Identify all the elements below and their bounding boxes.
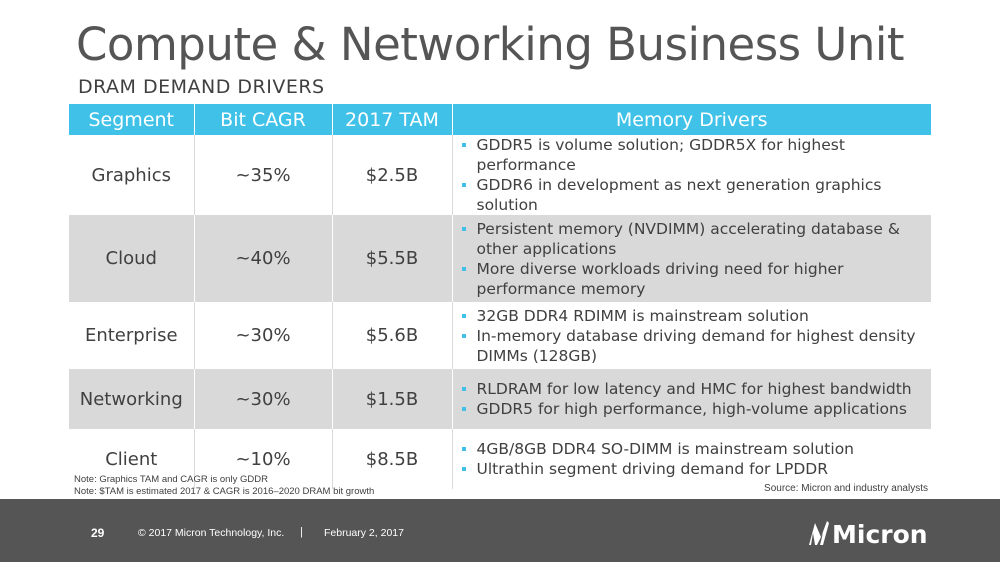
cagr-cell: ~30%	[193, 369, 332, 429]
tam-cell: $8.5B	[331, 429, 452, 489]
table-header-row: Segment Bit CAGR 2017 TAM Memory Drivers	[69, 104, 931, 135]
footer-bar: 29 © 2017 Micron Technology, Inc. | Febr…	[0, 499, 1000, 562]
bullet-icon	[461, 226, 466, 231]
cagr-cell: ~30%	[193, 302, 332, 369]
footnote-tam: Note: $TAM is estimated 2017 & CAGR is 2…	[74, 486, 375, 497]
segment-cell: Networking	[69, 369, 194, 429]
footnote-graphics: Note: Graphics TAM and CAGR is only GDDR	[74, 474, 268, 485]
table-row: Enterprise ~30% $5.6B 32GB DDR4 RDIMM is…	[69, 302, 931, 369]
bullet-icon	[461, 143, 466, 147]
bullet-icon	[461, 387, 466, 391]
svg-text:Micron: Micron	[832, 520, 928, 549]
bullet-icon	[461, 313, 466, 318]
bullet-icon	[461, 467, 466, 471]
header-segment: Segment	[69, 104, 194, 135]
driver-item: GDDR5 is volume solution; GDDR5X for hig…	[461, 135, 932, 175]
cagr-cell: ~10%	[193, 429, 332, 489]
bullet-icon	[461, 407, 466, 411]
tam-cell: $5.5B	[331, 215, 452, 302]
driver-item: GDDR5 for high performance, high-volume …	[461, 399, 932, 419]
page-subtitle: DRAM DEMAND DRIVERS	[78, 76, 325, 98]
drivers-cell: 4GB/8GB DDR4 SO-DIMM is mainstream solut…	[451, 429, 932, 489]
table-row: Client ~10% $8.5B 4GB/8GB DDR4 SO-DIMM i…	[69, 429, 931, 489]
segment-cell: Enterprise	[69, 302, 194, 369]
header-bit-cagr: Bit CAGR	[193, 104, 332, 135]
driver-item: GDDR6 in development as next generation …	[461, 175, 932, 215]
table-row: Networking ~30% $1.5B RLDRAM for low lat…	[69, 369, 931, 429]
footer-separator: |	[300, 526, 303, 538]
copyright-text: © 2017 Micron Technology, Inc.	[138, 527, 285, 539]
bullet-icon	[461, 183, 466, 187]
segment-cell: Graphics	[69, 135, 194, 215]
header-memory-drivers: Memory Drivers	[451, 104, 931, 135]
drivers-cell: Persistent memory (NVDIMM) accelerating …	[451, 215, 932, 302]
tam-cell: $5.6B	[331, 302, 452, 369]
segment-cell: Cloud	[69, 215, 194, 302]
driver-item: 4GB/8GB DDR4 SO-DIMM is mainstream solut…	[461, 439, 932, 459]
bullet-icon	[461, 333, 466, 338]
drivers-cell: GDDR5 is volume solution; GDDR5X for hig…	[451, 135, 932, 215]
bullet-icon	[461, 447, 466, 451]
source-note: Source: Micron and industry analysts	[764, 483, 928, 494]
drivers-cell: 32GB DDR4 RDIMM is mainstream solution I…	[451, 302, 932, 369]
table-row: Graphics ~35% $2.5B GDDR5 is volume solu…	[69, 135, 931, 215]
presentation-date: February 2, 2017	[324, 527, 404, 539]
driver-item: Ultrathin segment driving demand for LPD…	[461, 459, 932, 479]
drivers-cell: RLDRAM for low latency and HMC for highe…	[451, 369, 932, 429]
driver-item: 32GB DDR4 RDIMM is mainstream solution	[461, 306, 932, 326]
bullet-icon	[461, 266, 466, 271]
driver-item: RLDRAM for low latency and HMC for highe…	[461, 379, 932, 399]
page-number: 29	[91, 526, 105, 540]
tam-cell: $2.5B	[331, 135, 452, 215]
table-row: Cloud ~40% $5.5B Persistent memory (NVDI…	[69, 215, 931, 302]
demand-drivers-table: Segment Bit CAGR 2017 TAM Memory Drivers…	[69, 104, 931, 489]
cagr-cell: ~40%	[193, 215, 332, 302]
page-title: Compute & Networking Business Unit	[76, 18, 905, 71]
header-2017-tam: 2017 TAM	[331, 104, 452, 135]
driver-item: Persistent memory (NVDIMM) accelerating …	[461, 219, 932, 259]
cagr-cell: ~35%	[193, 135, 332, 215]
tam-cell: $1.5B	[331, 369, 452, 429]
micron-logo-icon: Micron	[809, 520, 928, 549]
segment-cell: Client	[69, 429, 194, 489]
driver-item: In-memory database driving demand for hi…	[461, 326, 932, 366]
driver-item: More diverse workloads driving need for …	[461, 259, 932, 299]
